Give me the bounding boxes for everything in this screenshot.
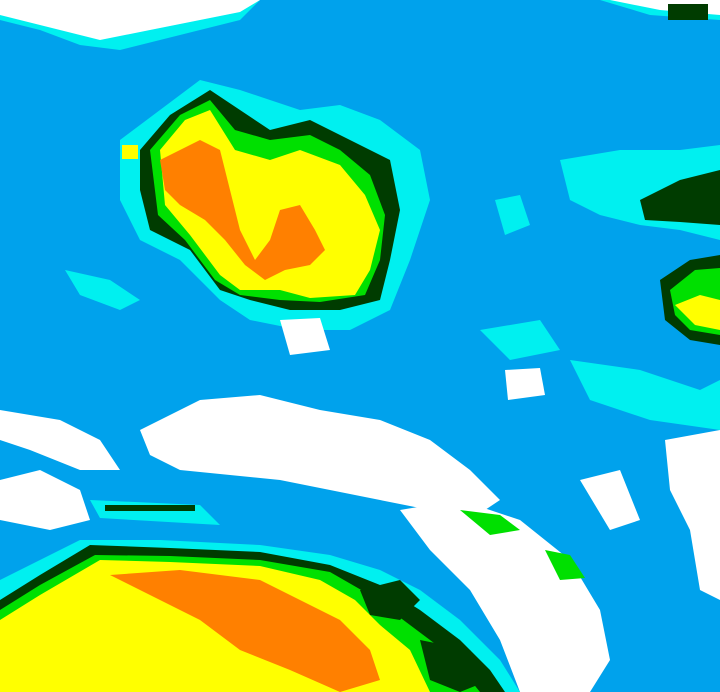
white-cloud-right-edge bbox=[665, 430, 720, 600]
bottom-dark-patch bbox=[360, 580, 420, 620]
darkgreen-right-band bbox=[640, 170, 720, 225]
white-cloud-band bbox=[140, 395, 500, 520]
green-island-2 bbox=[545, 550, 585, 580]
white-cloud-right-mid bbox=[580, 470, 640, 530]
white-cloud-left-specks bbox=[0, 410, 120, 470]
darkgreen-top-right bbox=[668, 4, 708, 20]
bottom-dark-patch-2 bbox=[420, 640, 490, 692]
storm-orange-core bbox=[160, 140, 325, 280]
cyan-patch-left bbox=[65, 270, 140, 310]
cyan-patch-center bbox=[480, 320, 560, 360]
bottom-orange bbox=[110, 570, 380, 692]
cyan-patch-right-mid bbox=[570, 360, 720, 430]
white-cloud-small-2 bbox=[505, 368, 545, 400]
storm-yellow-speck bbox=[122, 145, 138, 159]
white-cloud-lower-right bbox=[400, 500, 610, 692]
darkgreen-strip bbox=[105, 505, 195, 511]
green-island bbox=[460, 510, 520, 535]
right-storm-yellow bbox=[675, 295, 720, 330]
white-cloud-left bbox=[0, 470, 90, 530]
white-cloud-top-left bbox=[0, 0, 260, 40]
cyan-patch-mid bbox=[495, 195, 530, 235]
white-cloud-small bbox=[280, 318, 330, 355]
